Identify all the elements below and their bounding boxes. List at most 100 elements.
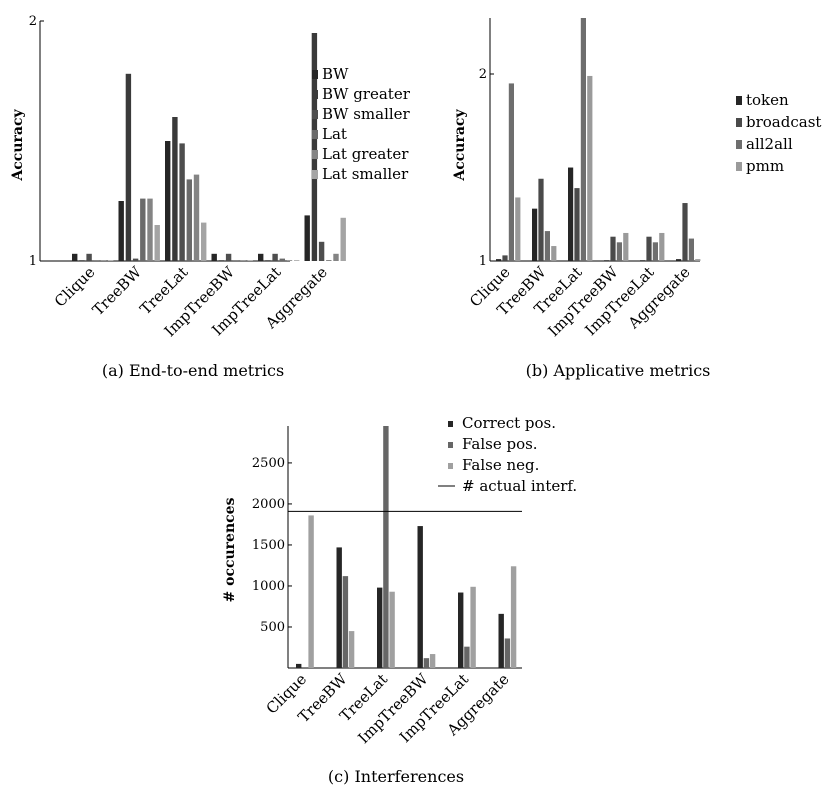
bar-imptreebw-lat [233,260,239,261]
category-label-treebw: TreeBW [89,263,146,320]
bar-treelat-false-neg [389,591,395,668]
caption: (a) End-to-end metrics [102,361,284,380]
bar-imptreebw-bw-smaller [225,253,232,261]
legend-label-pmm: pmm [746,157,784,175]
chart-1: 12AccuracyCliqueTreeBWTreeLatImpTreeBWIm… [452,18,821,380]
bar-clique-token [496,259,502,261]
bar-imptreebw-token [604,260,610,261]
bar-imptreebw-broadcast [610,236,616,261]
legend-swatch-all2all [736,140,742,149]
bar-treebw-pmm [551,246,557,261]
bar-imptreebw-bw-greater [218,260,225,261]
bar-clique-pmm [515,197,521,261]
bar-treebw-token [532,208,538,261]
legend-label-broadcast: broadcast [746,113,821,131]
bar-clique-false-neg [308,515,314,668]
bar-treebw-bw-smaller [132,258,139,261]
bar-imptreelat-pmm [659,232,665,261]
bar-treelat-bw-smaller [179,143,185,261]
bar-treelat-broadcast [574,188,580,261]
legend-swatch-lat-greater [312,150,318,159]
y-tick-label: 500 [260,620,285,635]
bar-imptreebw-lat-smaller [247,260,253,261]
bar-treelat-token [568,167,574,261]
bar-treebw-all2all [544,231,550,261]
bar-clique-bw-smaller [86,253,92,261]
bar-aggregate-false-pos [504,638,511,668]
bar-aggregate-bw-smaller [318,241,325,261]
y-axis-label: # occurences [222,497,238,602]
legend-label-lat: Lat [322,125,347,143]
bar-treebw-lat [140,198,146,261]
y-tick-label: 1000 [252,579,285,594]
bar-treelat-lat-smaller [201,222,207,261]
bar-imptreebw-false-neg [429,654,436,668]
legend-label-bw: BW [322,65,349,83]
bar-treebw-false-pos [342,576,349,668]
bar-imptreelat-all2all [652,242,658,261]
y-tick-label: 2 [29,14,37,29]
bar-imptreebw-false-pos [423,658,430,668]
bar-imptreelat-bw [258,253,264,261]
y-tick-label: 1500 [252,538,285,553]
bar-imptreelat-broadcast [646,236,652,261]
bar-imptreelat-lat-smaller [294,260,300,261]
bar-aggregate-token [676,259,682,261]
bar-clique-broadcast [502,255,508,261]
bar-imptreebw-lat-greater [240,260,246,261]
bar-aggregate-lat-greater [333,253,339,261]
legend-swatch-false-neg [448,463,453,469]
bar-imptreebw-correct-pos [417,526,423,668]
caption: (b) Applicative metrics [526,361,711,380]
bar-treelat-pmm [587,75,593,261]
bar-treelat-lat [186,179,192,261]
bar-aggregate-false-neg [510,566,517,668]
y-tick-label: 2500 [252,456,285,471]
y-tick-label: 1 [29,254,37,269]
bar-imptreelat-false-neg [470,586,476,668]
legend-label-false-pos: False pos. [462,435,538,453]
bar-clique-correct-pos [296,663,302,668]
bar-aggregate-correct-pos [498,613,504,668]
bar-aggregate-pmm [695,259,701,261]
legend-swatch-false-pos [448,442,453,448]
legend-label-reference-line: # actual interf. [462,477,577,495]
legend-swatch-lat-smaller [312,170,318,179]
bar-aggregate-lat-smaller [340,217,346,261]
y-tick-label: 2000 [252,497,285,512]
bar-imptreelat-lat-greater [286,260,293,261]
bar-imptreelat-token [640,260,646,261]
legend-swatch-bw-smaller [312,110,318,119]
y-tick-label: 1 [479,254,487,269]
bar-treebw-correct-pos [336,547,342,668]
bar-clique-lat-greater [100,260,107,261]
bar-imptreebw-pmm [623,232,629,261]
bar-treelat-false-pos [383,426,389,668]
bar-imptreelat-lat [279,258,285,261]
bar-treelat-bw [165,141,171,261]
legend-swatch-correct-pos [448,421,453,427]
bar-aggregate-broadcast [682,203,688,261]
legend-label-bw-smaller: BW smaller [322,105,411,123]
bar-treebw-lat-smaller [154,225,160,261]
bar-clique-lat-smaller [108,260,114,261]
legend-swatch-broadcast [736,118,742,127]
bar-treelat-all2all [580,18,586,261]
legend-swatch-token [736,96,742,105]
bar-treelat-bw-greater [172,117,178,261]
bar-treebw-bw [118,201,124,261]
bar-aggregate-bw [304,215,310,261]
bar-aggregate-all2all [688,238,694,261]
bar-imptreebw-all2all [616,242,622,261]
bar-clique-all2all [508,83,514,261]
y-axis-label: Accuracy [10,109,26,182]
legend-swatch-bw [312,70,318,79]
bar-aggregate-bw-greater [311,33,318,261]
legend-label-bw-greater: BW greater [322,85,411,103]
bar-clique-bw [72,253,78,261]
bar-imptreelat-correct-pos [458,592,464,668]
bar-imptreelat-bw-smaller [272,253,278,261]
legend-label-token: token [746,91,789,109]
